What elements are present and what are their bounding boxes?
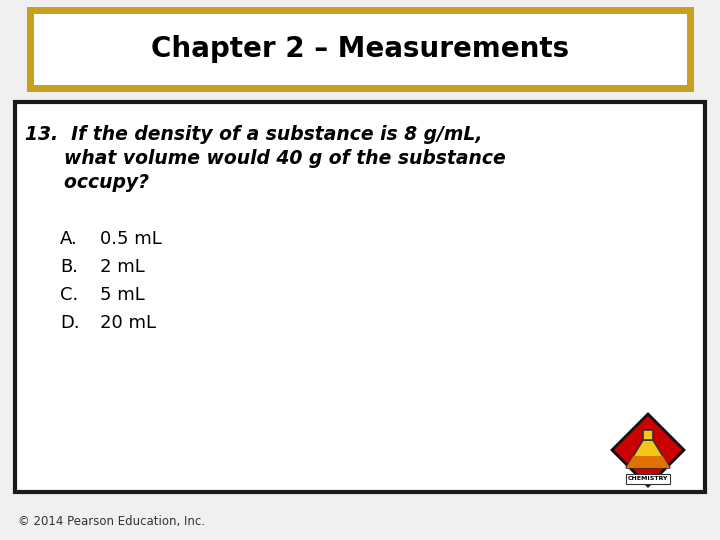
Text: A.: A. — [60, 230, 78, 248]
Text: 0.5 mL: 0.5 mL — [100, 230, 162, 248]
FancyBboxPatch shape — [626, 474, 670, 484]
Text: Chapter 2 – Measurements: Chapter 2 – Measurements — [151, 35, 569, 63]
Text: D.: D. — [60, 314, 80, 332]
FancyBboxPatch shape — [30, 10, 690, 88]
Polygon shape — [626, 440, 670, 468]
Text: C.: C. — [60, 286, 78, 304]
Text: 2 mL: 2 mL — [100, 258, 145, 276]
Text: 13.  If the density of a substance is 8 g/mL,: 13. If the density of a substance is 8 g… — [25, 125, 482, 144]
FancyBboxPatch shape — [15, 102, 705, 492]
Text: occupy?: occupy? — [25, 173, 149, 192]
Text: 5 mL: 5 mL — [100, 286, 145, 304]
Polygon shape — [612, 414, 684, 486]
Polygon shape — [643, 430, 653, 440]
Text: what volume would 40 g of the substance: what volume would 40 g of the substance — [25, 149, 505, 168]
Polygon shape — [626, 456, 670, 468]
Text: CHEMISTRY: CHEMISTRY — [628, 476, 668, 482]
Text: 20 mL: 20 mL — [100, 314, 156, 332]
Text: © 2014 Pearson Education, Inc.: © 2014 Pearson Education, Inc. — [18, 516, 205, 529]
Text: B.: B. — [60, 258, 78, 276]
